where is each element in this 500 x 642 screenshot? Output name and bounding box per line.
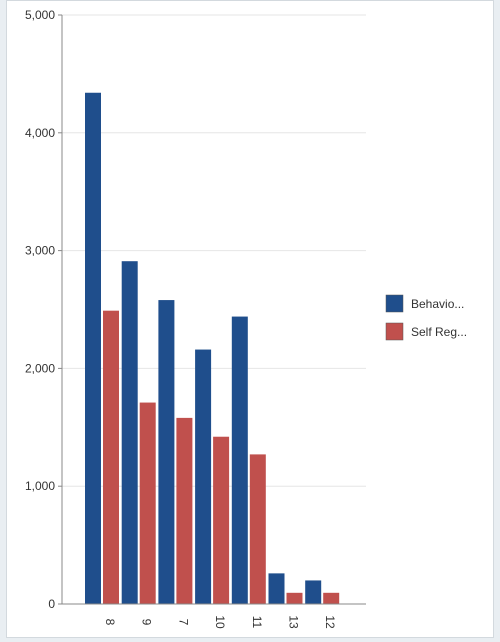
- y-tick-label: 2,000: [25, 361, 55, 375]
- x-axis-ticks: 8 9 7 10 11 13 12: [103, 615, 337, 629]
- bar-series-1-11: [231, 316, 248, 604]
- x-tick-label: 10: [213, 615, 227, 629]
- bars: [85, 92, 340, 605]
- legend-label: Behavio...: [411, 297, 464, 311]
- legend-swatch: [385, 322, 404, 341]
- bar-series-2-8: [103, 310, 119, 604]
- bar-series-2-11: [249, 454, 266, 604]
- y-axis-ticks: 0 1,000 2,000 3,000 4,000 5,000: [25, 8, 55, 611]
- y-tick-label: 3,000: [25, 244, 55, 258]
- bar-series-2-7: [176, 417, 193, 604]
- x-tick-label: 11: [250, 616, 264, 629]
- x-tick-label: 7: [176, 619, 190, 626]
- bar-series-2-10: [213, 436, 230, 604]
- x-tick-label: 12: [323, 615, 337, 629]
- bar-series-1-8: [85, 92, 101, 605]
- bar-series-2-13: [286, 592, 303, 604]
- legend-label: Self Reg...: [411, 325, 467, 339]
- bar-series-1-7: [158, 300, 175, 604]
- x-tick-label: 13: [287, 615, 301, 629]
- legend-swatch: [385, 294, 404, 313]
- x-tick-label: 9: [140, 619, 154, 626]
- bar-series-1-9: [121, 261, 138, 604]
- y-tick-label: 1,000: [25, 479, 55, 493]
- axes: [58, 14, 366, 605]
- y-tick-label: 0: [48, 597, 55, 611]
- x-tick-label: 8: [103, 619, 117, 626]
- bar-series-1-13: [268, 573, 285, 604]
- bar-series-1-12: [305, 580, 322, 604]
- bar-series-2-9: [139, 402, 156, 604]
- y-tick-label: 5,000: [25, 8, 55, 22]
- y-tick-label: 4,000: [25, 126, 55, 140]
- bar-series-2-12: [323, 592, 340, 604]
- legend: Behavio... Self Reg...: [385, 294, 467, 341]
- bar-series-1-10: [195, 349, 212, 604]
